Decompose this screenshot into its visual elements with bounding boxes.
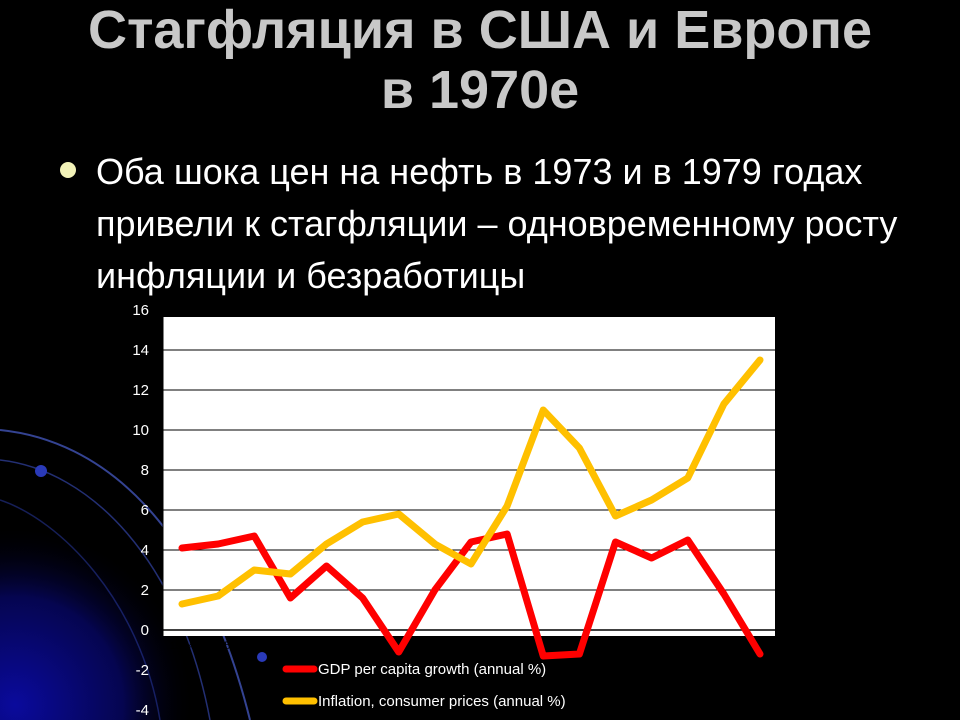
y-tick-label: 4	[141, 542, 149, 559]
y-axis-ticks: -4 -2 0 2 4 6 8 10 12 14 16	[132, 302, 149, 719]
x-tick-label: 1967	[278, 640, 302, 652]
x-tick-label: 1972	[459, 640, 483, 652]
series-line-gdp-growth	[178, 530, 764, 660]
legend-label: GDP per capita growth (annual %)	[318, 661, 546, 678]
y-tick-label: 0	[141, 622, 149, 639]
x-tick-label: 1979	[712, 640, 736, 652]
y-tick-label: 8	[141, 462, 149, 479]
slide-title-line1: Стагфляция в США и Европе	[87, 0, 873, 60]
slide-title-line2: в 1970е	[380, 60, 580, 120]
x-tick-label: 1969	[350, 640, 374, 652]
series-lines	[178, 356, 764, 660]
legend: GDP per capita growth (annual %) Inflatio…	[282, 661, 566, 710]
y-tick-label: -2	[136, 662, 149, 679]
x-tick-label: 1971	[423, 640, 447, 652]
x-tick-label: 1973	[495, 640, 519, 652]
x-axis-ticks: 1964 1965 1966 1967 1968 1969 1970 1971 1972 1973…	[170, 640, 772, 652]
x-tick-label: 1977	[639, 640, 663, 652]
decorative-dot	[257, 652, 267, 662]
x-tick-label: 1964	[170, 640, 194, 652]
bullet-dot-icon	[60, 162, 76, 178]
plot-area	[163, 317, 775, 636]
x-tick-label: 1965	[206, 640, 230, 652]
y-tick-label: 12	[132, 382, 149, 399]
slide-title: Стагфляция в США и Европе в 1970е	[0, 0, 960, 120]
legend-label: Inflation, consumer prices (annual %)	[318, 693, 566, 710]
y-tick-label: 16	[132, 302, 149, 319]
y-tick-label: 2	[141, 582, 149, 599]
x-tick-label: 1966	[242, 640, 266, 652]
bullet-text: Оба шока цен на нефть в 1973 и в 1979 го…	[96, 151, 898, 296]
series-line-inflation	[178, 356, 764, 608]
x-tick-label: 1978	[676, 640, 700, 652]
y-tick-label: 14	[132, 342, 149, 359]
x-tick-label: 1968	[314, 640, 338, 652]
decorative-dot	[35, 465, 47, 477]
y-tick-label: 6	[141, 502, 149, 519]
y-tick-label: 10	[132, 422, 149, 439]
y-tick-label: -4	[136, 702, 149, 719]
x-tick-label: 1976	[603, 640, 627, 652]
